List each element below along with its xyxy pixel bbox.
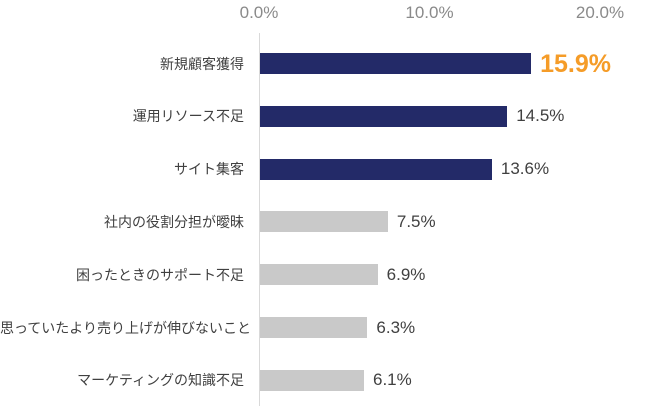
category-label: マーケティングの知識不足	[77, 372, 244, 389]
x-tick-label: 20.0%	[575, 3, 625, 22]
value-label: 6.3%	[376, 317, 416, 337]
category-label: 困ったときのサポート不足	[76, 266, 244, 283]
category-label: 思っていたより売り上げが伸びないこと	[0, 319, 252, 336]
category-label: 社内の役割分担が曖昧	[104, 213, 244, 230]
x-tick-label: 0.0%	[239, 3, 279, 22]
category-label: 運用リソース不足	[132, 108, 244, 125]
value-label: 7.5%	[396, 211, 436, 231]
bar	[260, 211, 388, 233]
category-label: サイト集客	[174, 161, 244, 178]
bar	[260, 264, 378, 286]
bar	[260, 158, 492, 180]
zero-baseline	[259, 33, 260, 406]
value-label: 14.5%	[516, 106, 565, 126]
bar	[260, 53, 532, 74]
value-label: 15.9%	[540, 49, 611, 78]
value-label: 6.1%	[373, 370, 412, 390]
bar	[260, 317, 368, 338]
bar	[260, 105, 508, 127]
value-label: 13.6%	[500, 159, 550, 179]
category-label: 新規顧客獲得	[160, 55, 244, 72]
bar	[260, 369, 364, 391]
x-tick-label: 10.0%	[405, 3, 454, 22]
value-label: 6.9%	[386, 264, 426, 284]
